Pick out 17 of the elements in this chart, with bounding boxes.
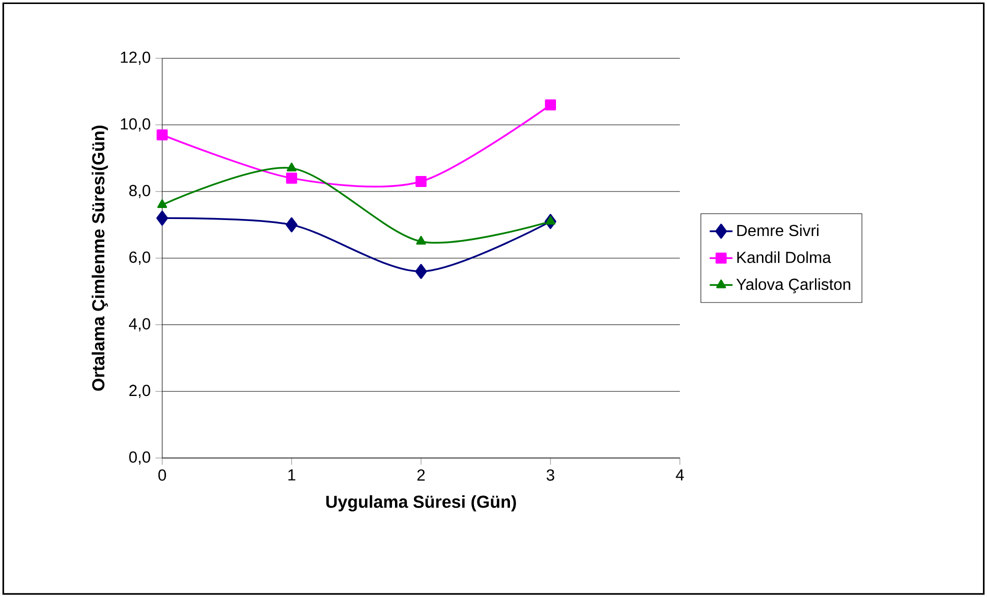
y-tick-label: 6,0 (129, 251, 150, 265)
x-tick-label: 3 (546, 469, 554, 481)
legend-label: Yalova Çarliston (736, 278, 850, 294)
x-axis-title: Uygulama Süresi (Gün) (326, 495, 516, 512)
x-tick-label: 2 (417, 469, 425, 480)
y-tick-label: 12,0 (120, 52, 150, 65)
legend-label: Kandil Dolma (737, 251, 832, 263)
y-tick-label: 8,0 (129, 184, 150, 198)
x-tick-label: 0 (158, 469, 166, 481)
y-tick-label: 4,0 (128, 318, 150, 332)
y-tick-label: 10,0 (120, 118, 150, 132)
y-tick-label: 0,0 (129, 451, 150, 465)
legend-label: Demre Sivri (737, 224, 818, 236)
x-tick-label: 4 (676, 469, 684, 480)
x-tick-label: 1 (288, 469, 296, 480)
y-tick-label: 2,0 (129, 384, 150, 398)
y-axis-title: Ortalama Çimlenme Süresi(Gün) (92, 126, 108, 391)
